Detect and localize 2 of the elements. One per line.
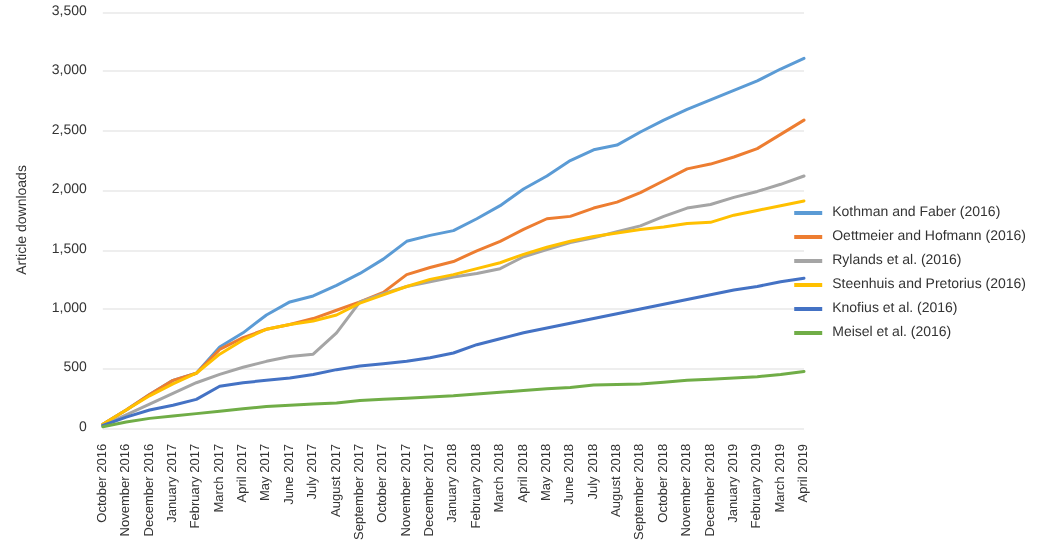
line-series: [101, 276, 806, 427]
line-series: [101, 369, 806, 429]
